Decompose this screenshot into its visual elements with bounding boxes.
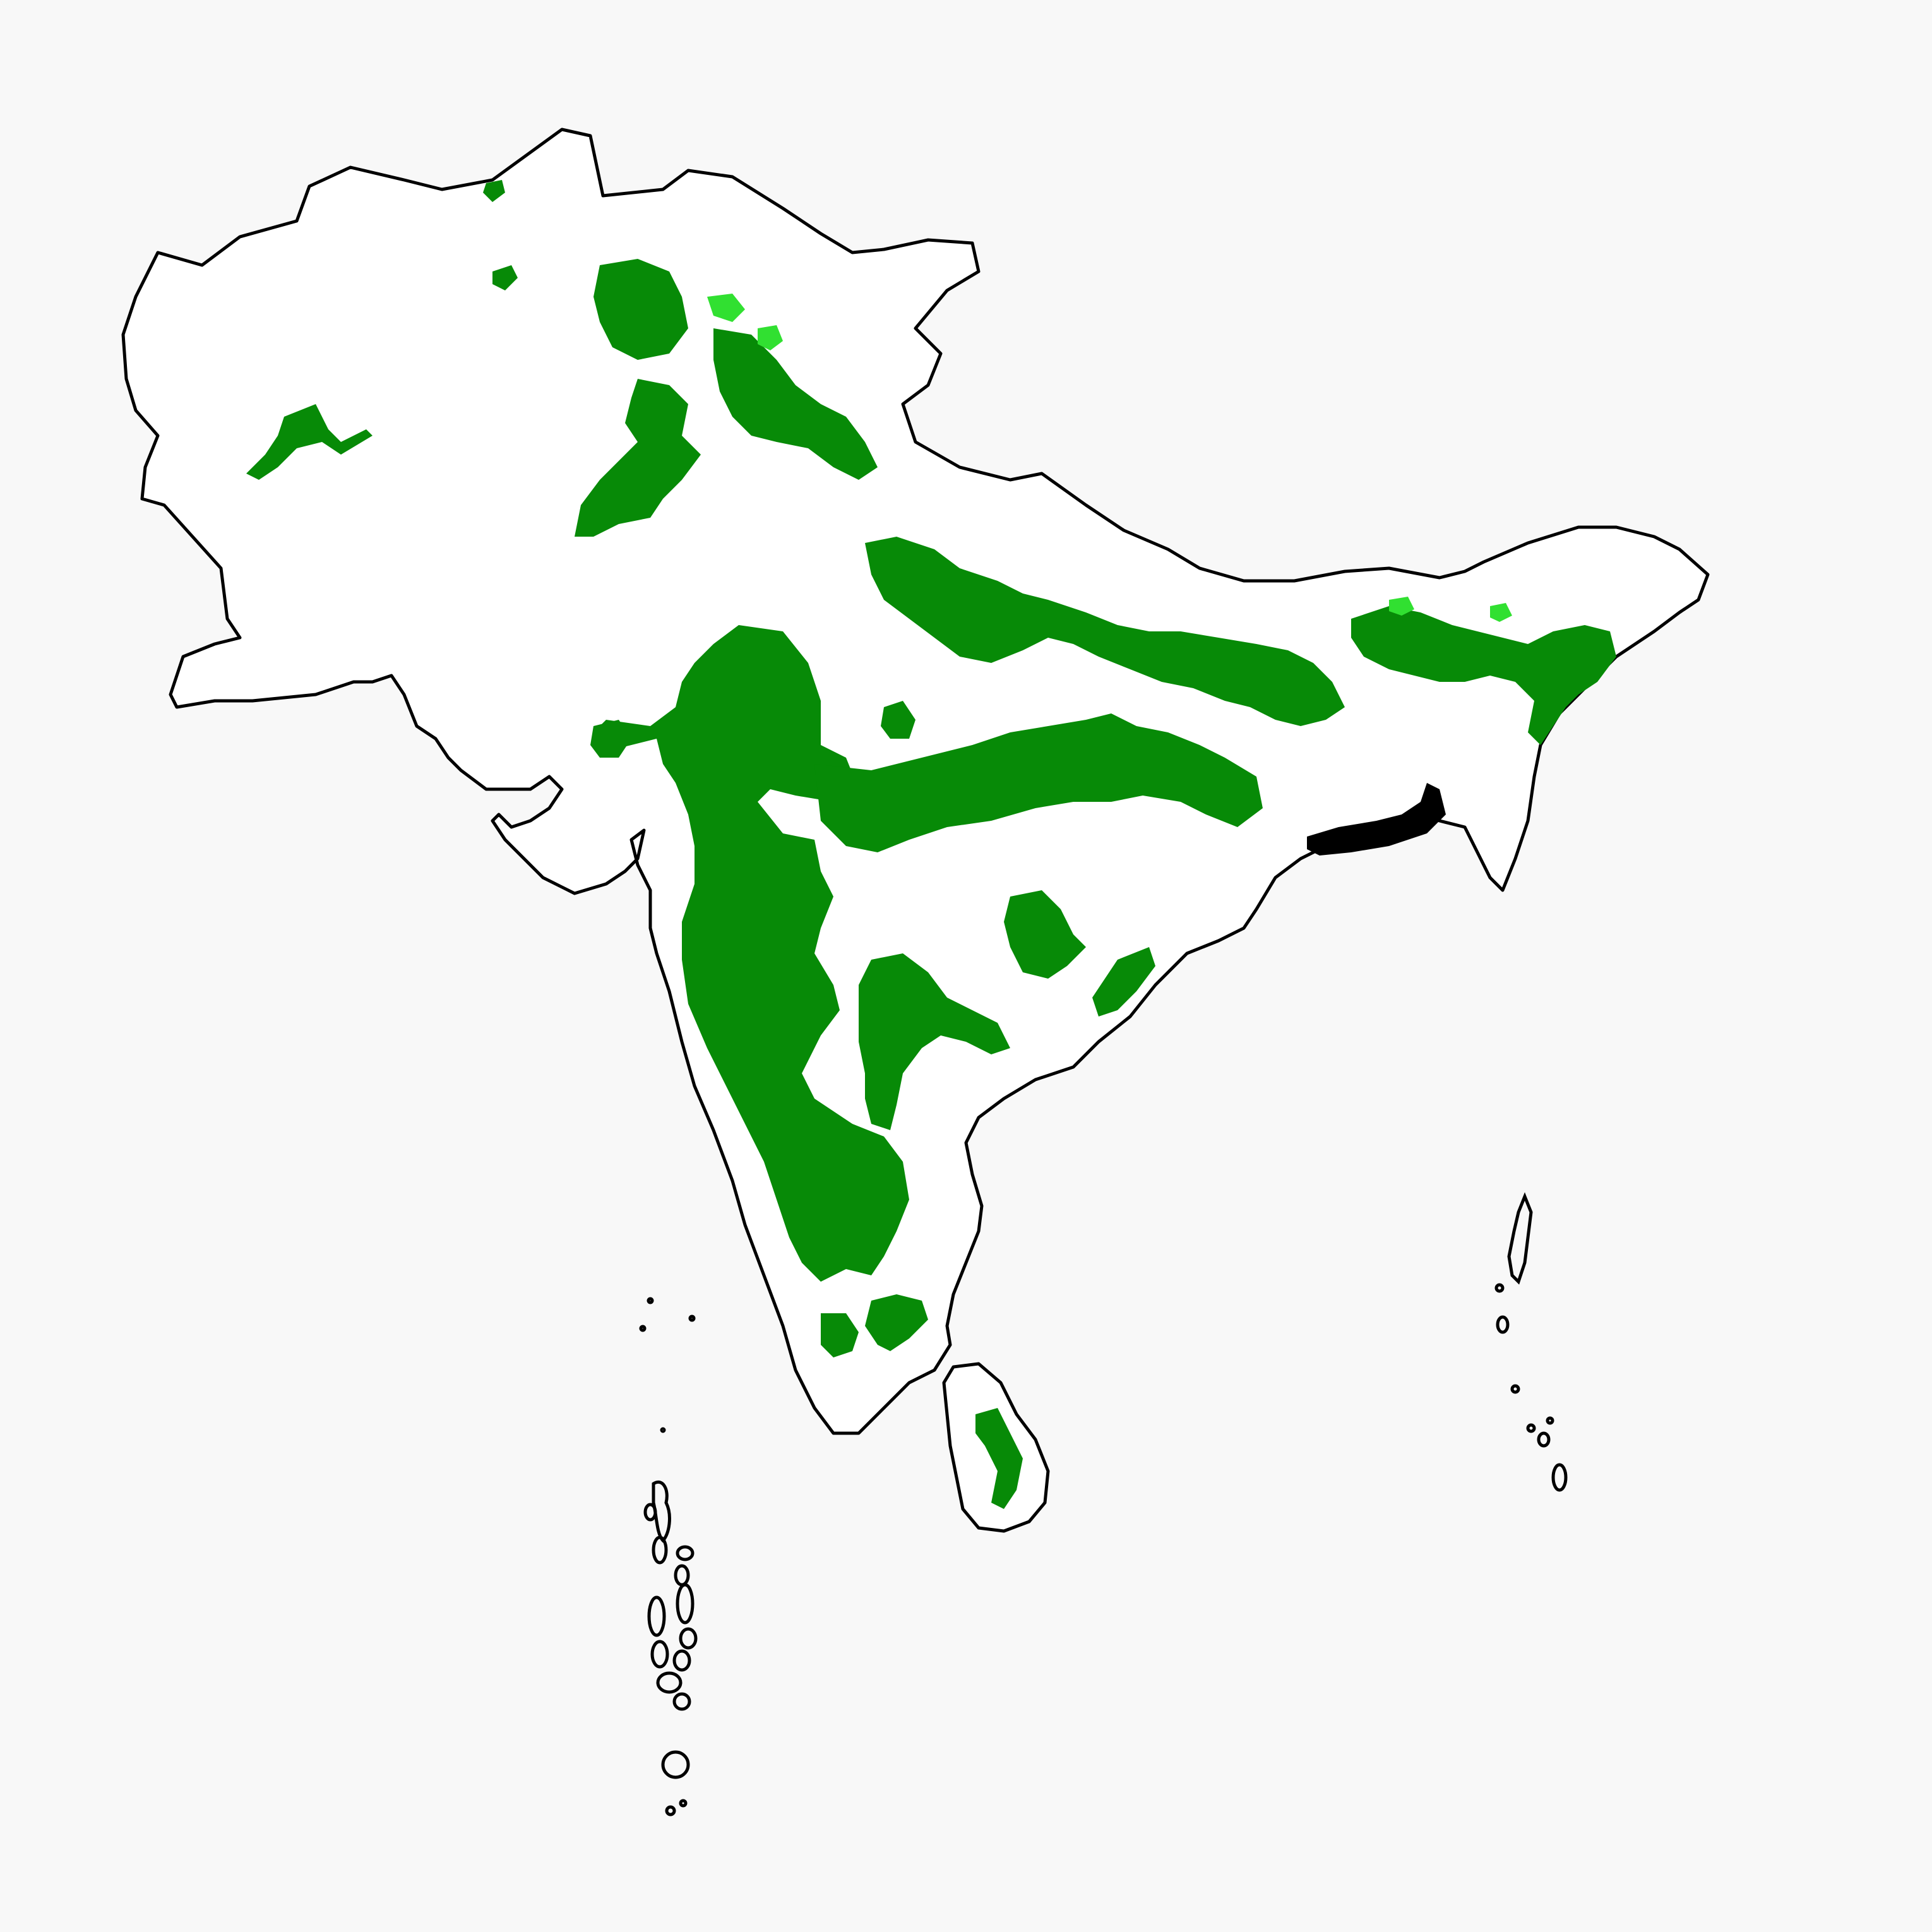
forest-north-tip: [483, 180, 505, 202]
forest-south-tip: [865, 1294, 928, 1351]
forest-cover: [246, 180, 1616, 1509]
forest-odisha-coast: [1092, 947, 1155, 1017]
forest-east-coast: [1004, 890, 1086, 979]
alpine-patch-4: [1490, 603, 1512, 622]
alpine-patch-3: [1389, 597, 1414, 616]
forest-northeast: [1351, 606, 1616, 745]
forest-central-india: [814, 713, 1263, 852]
lakshadweep-islands: [639, 1297, 696, 1433]
forest-deccan-east: [859, 953, 1010, 1130]
forest-kashmir: [575, 379, 701, 537]
maldives-islands: [643, 1481, 698, 1816]
alpine-vegetation: [707, 294, 1512, 622]
forest-sri-lanka: [975, 1408, 1023, 1509]
sundarbans-coast: [1307, 783, 1446, 856]
alpine-patch-2: [758, 325, 783, 350]
alpine-patch-1: [707, 294, 745, 322]
forest-north-ridge: [593, 259, 688, 360]
andaman-nicobar-islands: [1494, 1192, 1568, 1492]
forest-terai: [865, 537, 1345, 726]
forest-himalaya-band: [713, 328, 878, 480]
forest-kashmir-small: [492, 265, 518, 290]
forest-south-west: [821, 1313, 859, 1357]
forest-mp-patch: [881, 701, 915, 739]
forest-gujarat: [590, 720, 631, 758]
forest-pakistan-west: [246, 404, 373, 480]
